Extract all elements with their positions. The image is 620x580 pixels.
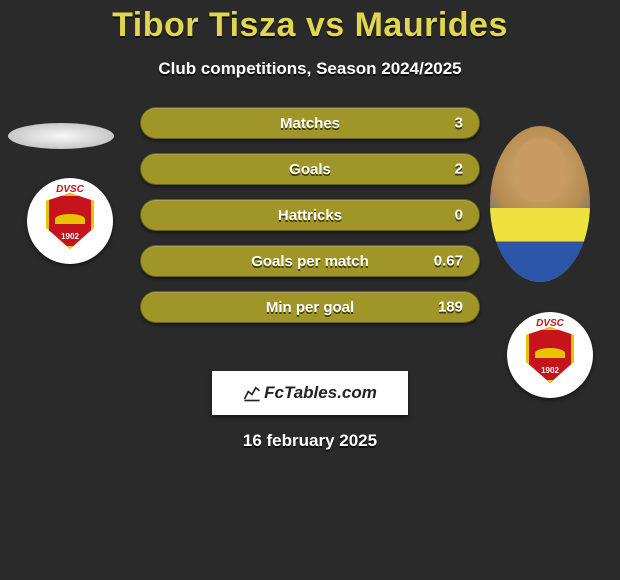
chart-icon [243, 384, 261, 402]
shield-icon: 1902 [526, 327, 574, 383]
stat-label: Goals [289, 161, 331, 178]
player-right-avatar [490, 126, 590, 282]
stat-row: Min per goal 189 [140, 291, 480, 323]
stat-value: 189 [438, 299, 463, 316]
stat-row: Hattricks 0 [140, 199, 480, 231]
player-right-crest: DVSC 1902 [507, 312, 593, 398]
fctables-logo-box: FcTables.com [212, 371, 408, 415]
stat-label: Min per goal [266, 299, 354, 316]
crest-year: 1902 [49, 232, 91, 241]
stat-label: Hattricks [278, 207, 342, 224]
fctables-logo: FcTables.com [243, 383, 377, 403]
date-text: 16 february 2025 [0, 431, 620, 451]
subtitle: Club competitions, Season 2024/2025 [0, 59, 620, 79]
stat-value: 3 [455, 115, 463, 132]
fctables-text: FcTables.com [264, 383, 377, 403]
player-left-crest: DVSC 1902 [27, 178, 113, 264]
stat-label: Matches [280, 115, 340, 132]
page-title: Tibor Tisza vs Maurides [0, 0, 620, 45]
player-left-avatar [8, 123, 114, 149]
stat-row: Matches 3 [140, 107, 480, 139]
stat-value: 0 [455, 207, 463, 224]
stat-row: Goals per match 0.67 [140, 245, 480, 277]
stat-value: 2 [455, 161, 463, 178]
shield-icon: 1902 [46, 193, 94, 249]
stat-label: Goals per match [251, 253, 369, 270]
jersey [490, 208, 590, 282]
face [514, 138, 566, 202]
stat-row: Goals 2 [140, 153, 480, 185]
crest-year: 1902 [529, 366, 571, 375]
stats-list: Matches 3 Goals 2 Hattricks 0 Goals per … [140, 107, 480, 323]
stat-value: 0.67 [434, 253, 463, 270]
